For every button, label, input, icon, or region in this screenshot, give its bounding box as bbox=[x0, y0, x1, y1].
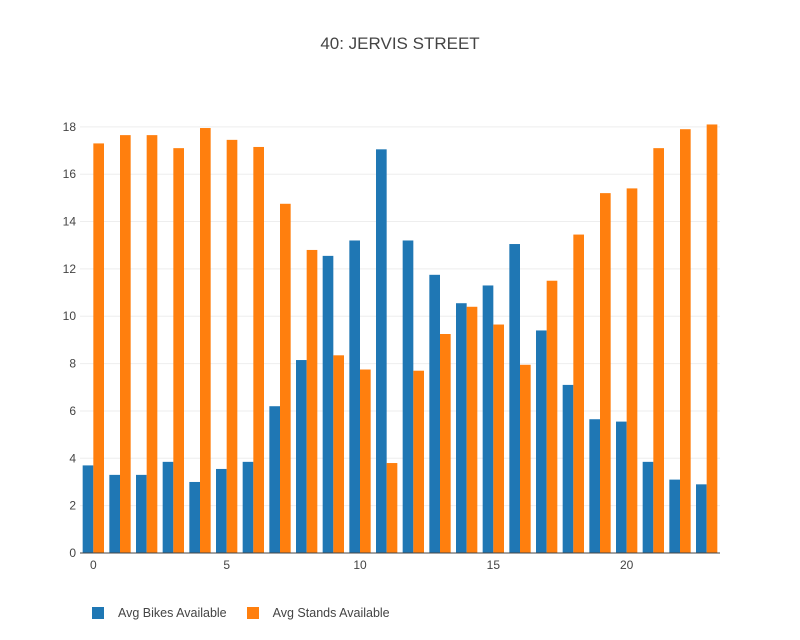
bar-bikes-6[interactable] bbox=[242, 461, 254, 553]
y-tick-label: 2 bbox=[69, 499, 76, 513]
bar-bikes-9[interactable] bbox=[322, 255, 334, 553]
bar-stands-11[interactable] bbox=[386, 463, 398, 553]
bar-bikes-5[interactable] bbox=[216, 468, 227, 553]
bar-bikes-22[interactable] bbox=[669, 479, 680, 553]
bar-bikes-17[interactable] bbox=[536, 330, 547, 553]
bar-stands-13[interactable] bbox=[440, 334, 451, 553]
bar-stands-10[interactable] bbox=[360, 369, 371, 553]
legend-item-bikes[interactable]: Avg Bikes Available bbox=[92, 606, 227, 620]
bar-stands-14[interactable] bbox=[466, 306, 478, 553]
bars bbox=[82, 124, 718, 554]
bar-bikes-3[interactable] bbox=[162, 461, 174, 553]
bar-stands-6[interactable] bbox=[253, 146, 264, 553]
legend-swatch-stands bbox=[246, 607, 259, 619]
bar-bikes-21[interactable] bbox=[642, 461, 654, 553]
bar-stands-9[interactable] bbox=[333, 355, 344, 553]
y-tick-label: 0 bbox=[69, 546, 76, 560]
bar-bikes-0[interactable] bbox=[82, 465, 94, 553]
bar-stands-21[interactable] bbox=[653, 148, 664, 554]
bar-bikes-13[interactable] bbox=[429, 274, 440, 553]
bar-stands-16[interactable] bbox=[520, 364, 531, 553]
y-tick-label: 14 bbox=[63, 215, 77, 229]
bar-stands-18[interactable] bbox=[573, 234, 584, 553]
bar-stands-20[interactable] bbox=[626, 188, 638, 553]
bar-bikes-20[interactable] bbox=[616, 421, 627, 553]
bar-bikes-15[interactable] bbox=[482, 285, 494, 553]
y-tick-label: 18 bbox=[63, 120, 77, 134]
bar-stands-12[interactable] bbox=[413, 370, 424, 553]
bar-bikes-12[interactable] bbox=[402, 240, 414, 553]
bar-bikes-10[interactable] bbox=[349, 240, 360, 553]
legend-swatch-bikes bbox=[92, 607, 104, 619]
legend-label-stands: Avg Stands Available bbox=[272, 606, 390, 620]
bar-stands-0[interactable] bbox=[93, 143, 104, 553]
bar-stands-2[interactable] bbox=[146, 135, 158, 553]
x-axis-ticks: 0 5 10 15 20 bbox=[90, 558, 634, 572]
legend: Avg Bikes Available Avg Stands Available bbox=[92, 606, 390, 620]
bar-bikes-8[interactable] bbox=[296, 360, 307, 553]
x-tick-label: 20 bbox=[620, 558, 634, 572]
bar-bikes-11[interactable] bbox=[376, 149, 387, 554]
bar-bikes-1[interactable] bbox=[109, 474, 120, 553]
bar-stands-15[interactable] bbox=[493, 324, 504, 553]
y-axis-ticks: 0 2 4 6 8 10 12 14 16 18 bbox=[63, 120, 77, 560]
x-tick-label: 0 bbox=[90, 558, 97, 572]
bar-stands-8[interactable] bbox=[306, 249, 318, 553]
bar-stands-22[interactable] bbox=[680, 129, 691, 554]
bar-bikes-23[interactable] bbox=[696, 484, 707, 553]
bar-bikes-19[interactable] bbox=[589, 419, 600, 553]
bar-stands-3[interactable] bbox=[173, 148, 184, 554]
bar-bikes-7[interactable] bbox=[269, 406, 280, 553]
x-tick-label: 5 bbox=[223, 558, 230, 572]
bar-bikes-18[interactable] bbox=[562, 384, 574, 553]
y-tick-label: 6 bbox=[69, 404, 76, 418]
bar-stands-4[interactable] bbox=[200, 128, 211, 554]
y-tick-label: 8 bbox=[69, 357, 76, 371]
gridlines bbox=[80, 126, 720, 507]
y-tick-label: 10 bbox=[63, 309, 77, 323]
bar-bikes-16[interactable] bbox=[509, 244, 520, 554]
legend-label-bikes: Avg Bikes Available bbox=[118, 606, 227, 620]
bar-stands-19[interactable] bbox=[600, 193, 611, 553]
bar-stands-7[interactable] bbox=[280, 203, 291, 553]
y-tick-label: 4 bbox=[69, 451, 76, 465]
x-tick-label: 15 bbox=[487, 558, 501, 572]
legend-item-stands[interactable]: Avg Stands Available bbox=[246, 606, 390, 620]
chart-title: 40: JERVIS STREET bbox=[320, 34, 480, 53]
y-tick-label: 16 bbox=[63, 167, 77, 181]
bar-stands-1[interactable] bbox=[120, 135, 131, 553]
bar-bikes-2[interactable] bbox=[136, 474, 147, 553]
x-tick-label: 10 bbox=[353, 558, 367, 572]
bar-bikes-14[interactable] bbox=[456, 303, 467, 553]
bar-stands-5[interactable] bbox=[226, 139, 238, 553]
y-tick-label: 12 bbox=[63, 262, 77, 276]
bar-stands-17[interactable] bbox=[546, 280, 558, 553]
bar-bikes-4[interactable] bbox=[189, 481, 200, 553]
bar-stands-23[interactable] bbox=[706, 124, 718, 553]
